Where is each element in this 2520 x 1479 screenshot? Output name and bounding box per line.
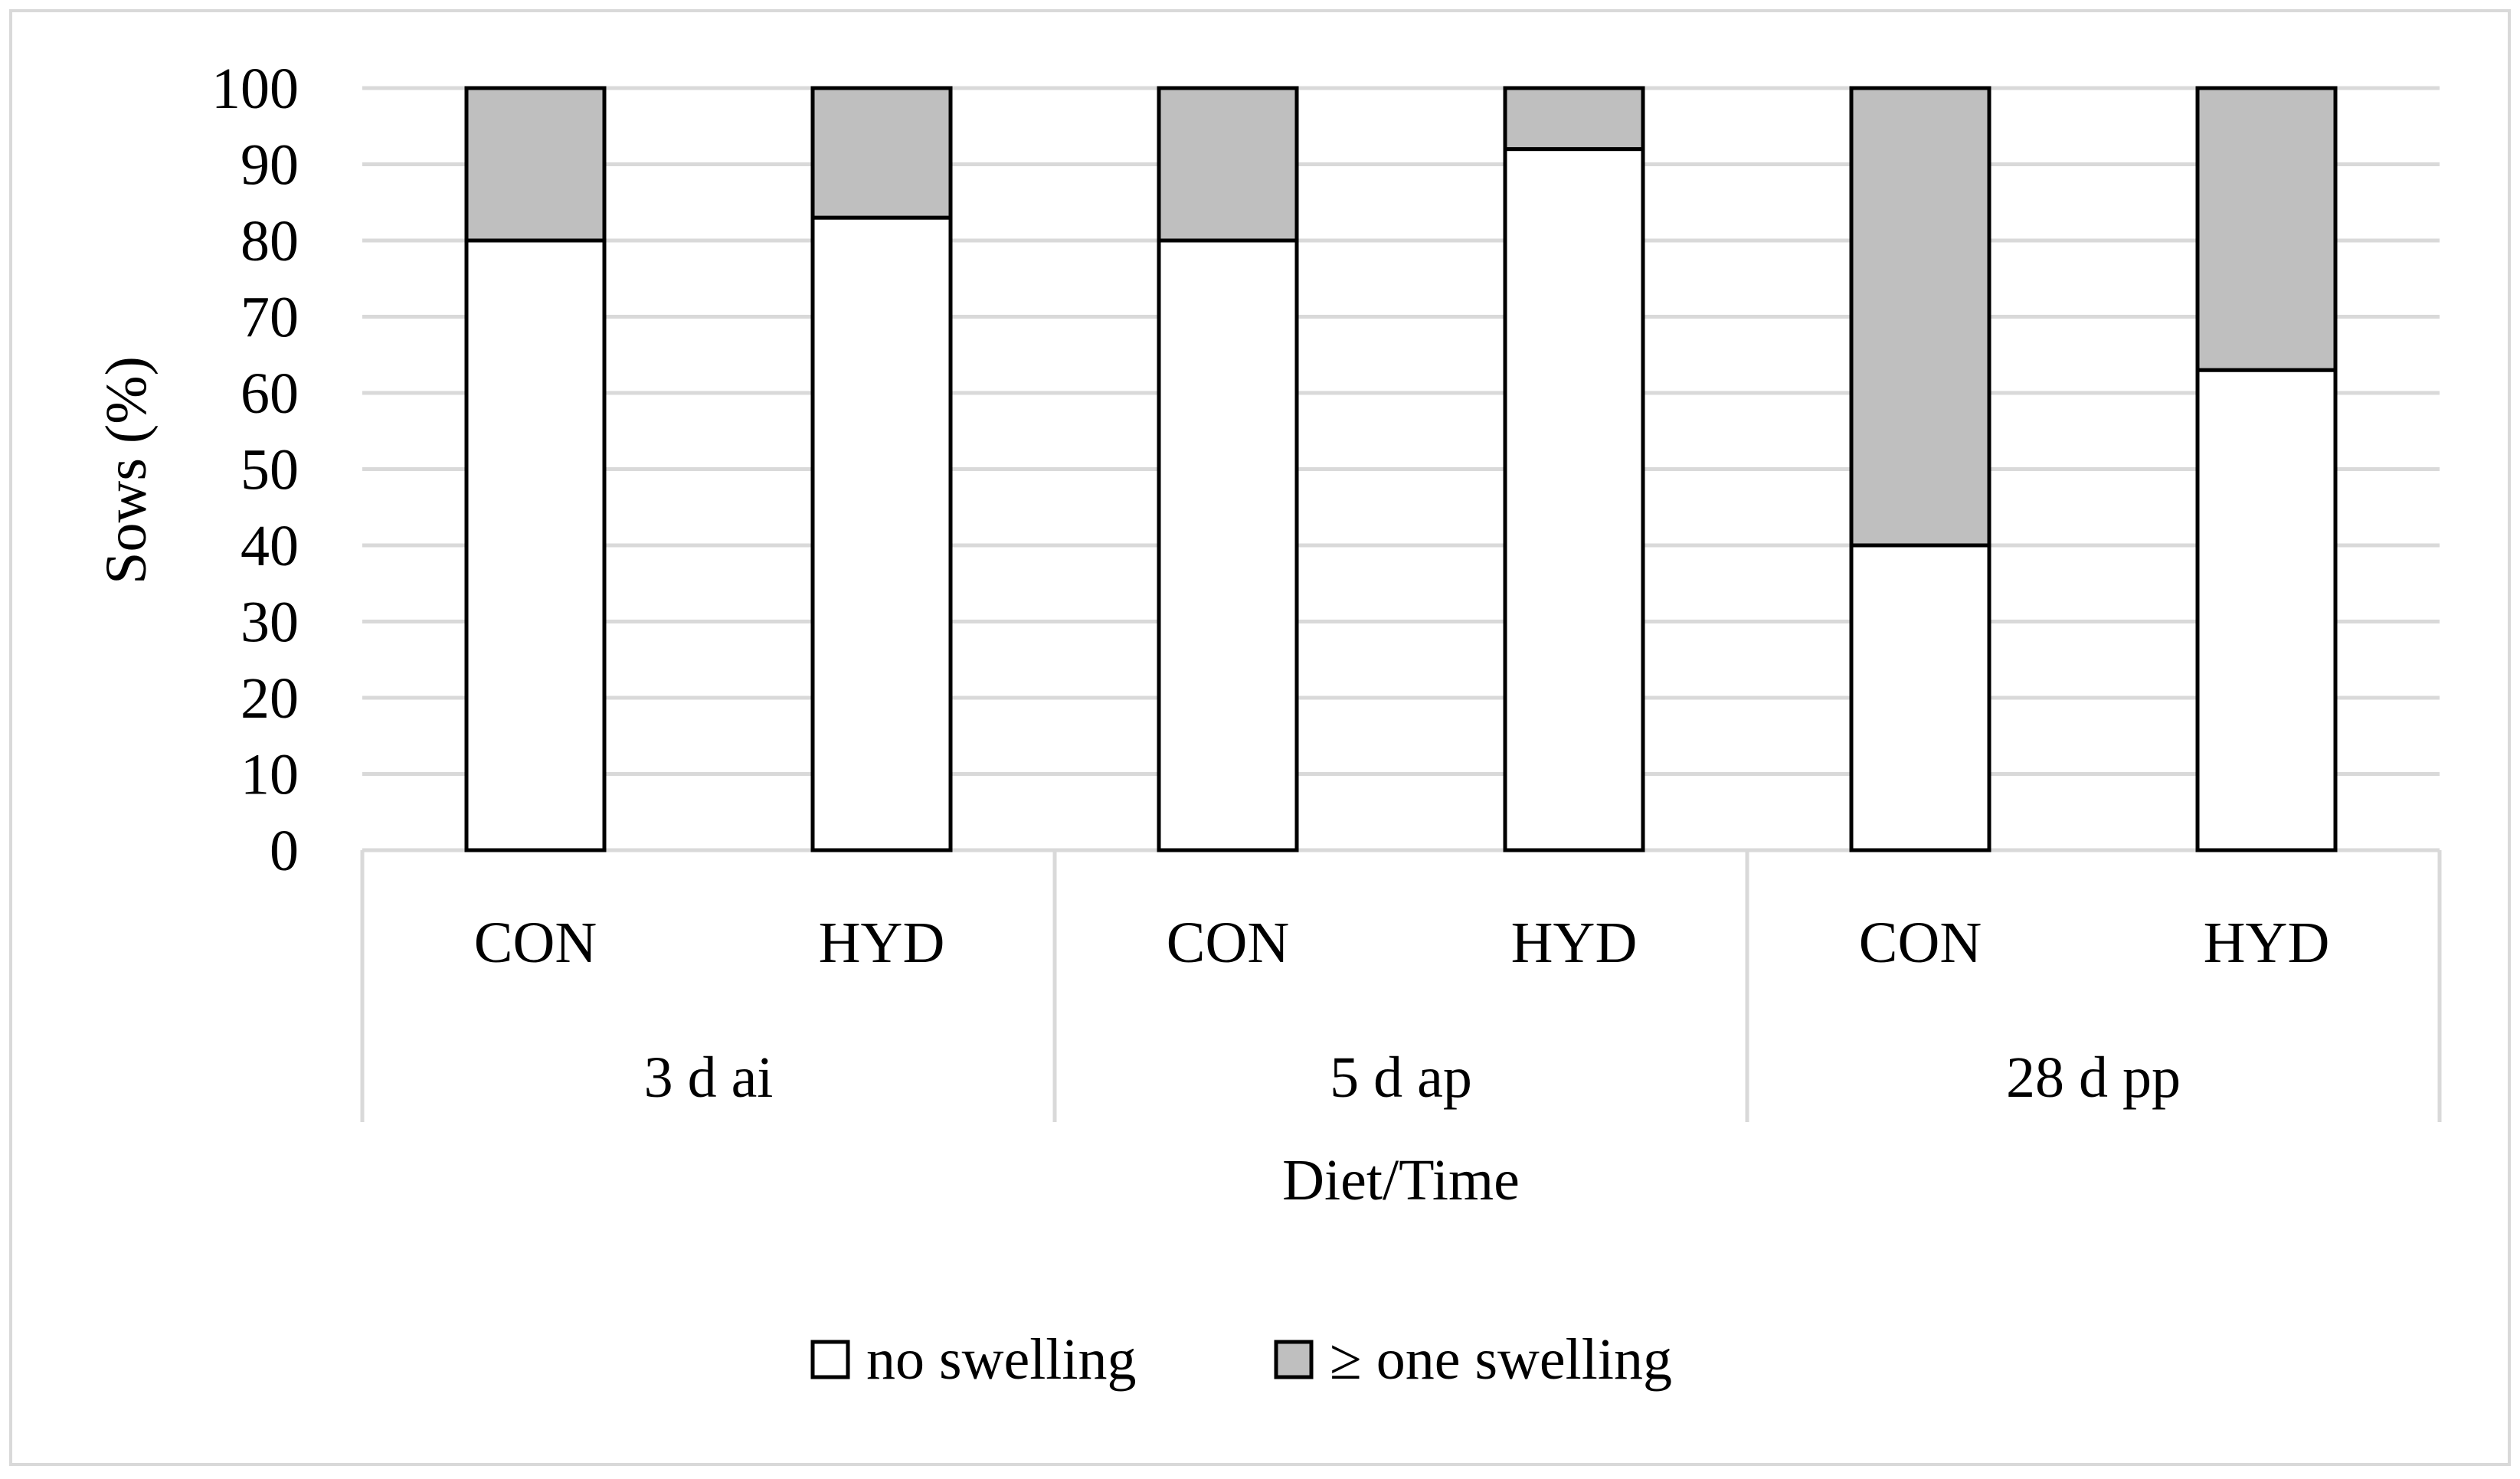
x-category-label: HYD bbox=[1511, 911, 1638, 975]
y-tick-label: 30 bbox=[241, 591, 299, 655]
bar-segment-one-or-more-swelling bbox=[464, 86, 607, 243]
x-category-label: CON bbox=[1859, 911, 1982, 975]
y-tick-label: 20 bbox=[241, 666, 299, 731]
bar-segment-no-swelling bbox=[1849, 543, 1991, 852]
x-category-label: HYD bbox=[819, 911, 945, 975]
bar-segment-no-swelling bbox=[1157, 238, 1299, 852]
legend: no swelling ≥ one swelling bbox=[810, 1327, 1672, 1392]
y-tick-label: 100 bbox=[211, 57, 299, 121]
y-tick-label: 50 bbox=[241, 438, 299, 502]
x-group-label: 3 d ai bbox=[644, 1045, 774, 1110]
bar-segment-no-swelling bbox=[2195, 368, 2338, 852]
y-axis-ticks: 0 10 20 30 40 50 60 70 80 90 100 bbox=[211, 57, 299, 883]
y-tick-label: 0 bbox=[270, 819, 299, 883]
bar-segment-one-or-more-swelling bbox=[1503, 86, 1645, 152]
legend-swatch bbox=[1274, 1340, 1314, 1379]
x-category-label: HYD bbox=[2204, 911, 2330, 975]
y-tick-label: 90 bbox=[241, 133, 299, 198]
x-category-label: CON bbox=[1167, 911, 1289, 975]
bar-segment-one-or-more-swelling bbox=[810, 86, 953, 220]
y-tick-label: 80 bbox=[241, 209, 299, 273]
bar-segment-no-swelling bbox=[1503, 147, 1645, 852]
bar-segment-one-or-more-swelling bbox=[2195, 86, 2338, 372]
y-axis-title: Sows (%) bbox=[94, 356, 159, 584]
x-category-label: CON bbox=[474, 911, 597, 975]
x-axis-title: Diet/Time bbox=[1282, 1148, 1520, 1212]
x-group-label: 28 d pp bbox=[2006, 1045, 2181, 1110]
legend-label: ≥ one swelling bbox=[1330, 1327, 1672, 1392]
x-axis-categories: CON HYD 3 d ai CON HYD 5 d ap CON HYD 28 d pp bbox=[360, 850, 2442, 1122]
gridlines bbox=[362, 86, 2440, 852]
bar-segment-no-swelling bbox=[464, 238, 607, 852]
legend-label: no swelling bbox=[866, 1327, 1137, 1392]
bar-segment-one-or-more-swelling bbox=[1157, 86, 1299, 243]
y-tick-label: 10 bbox=[241, 743, 299, 807]
x-group-label: 5 d ap bbox=[1330, 1045, 1472, 1110]
bar-segment-no-swelling bbox=[810, 215, 953, 852]
y-tick-label: 40 bbox=[241, 514, 299, 578]
bar-segment-one-or-more-swelling bbox=[1849, 86, 1991, 548]
legend-swatch bbox=[810, 1340, 850, 1379]
y-tick-label: 70 bbox=[241, 286, 299, 350]
bars bbox=[464, 86, 2338, 852]
y-tick-label: 60 bbox=[241, 362, 299, 426]
